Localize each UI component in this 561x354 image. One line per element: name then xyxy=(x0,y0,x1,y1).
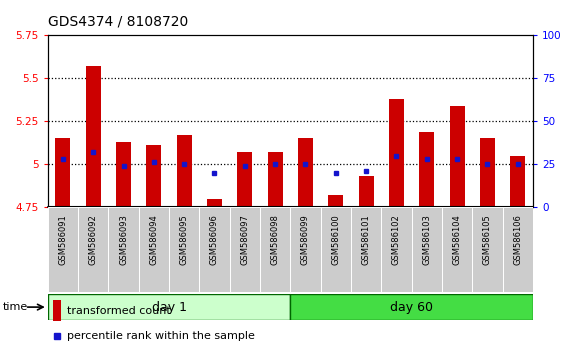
Bar xyxy=(169,207,199,292)
Bar xyxy=(290,207,321,292)
Text: GSM586105: GSM586105 xyxy=(483,214,492,265)
Bar xyxy=(328,195,343,207)
Bar xyxy=(480,138,495,207)
Bar xyxy=(419,132,434,207)
Text: GSM586104: GSM586104 xyxy=(453,214,462,265)
Bar xyxy=(260,207,291,292)
Text: GSM586095: GSM586095 xyxy=(180,214,188,265)
Bar xyxy=(298,138,313,207)
Text: GSM586094: GSM586094 xyxy=(149,214,158,265)
Text: GSM586097: GSM586097 xyxy=(240,214,249,265)
Bar xyxy=(146,145,162,207)
Bar xyxy=(177,135,192,207)
Bar xyxy=(108,207,139,292)
Text: percentile rank within the sample: percentile rank within the sample xyxy=(67,331,255,341)
Text: GSM586096: GSM586096 xyxy=(210,214,219,265)
Text: GSM586102: GSM586102 xyxy=(392,214,401,265)
Text: GSM586101: GSM586101 xyxy=(362,214,371,265)
Bar xyxy=(389,99,404,207)
Text: GSM586098: GSM586098 xyxy=(270,214,279,265)
Bar xyxy=(48,294,291,320)
Text: GDS4374 / 8108720: GDS4374 / 8108720 xyxy=(48,14,188,28)
Bar xyxy=(449,106,465,207)
Bar xyxy=(291,294,533,320)
Text: GSM586103: GSM586103 xyxy=(422,214,431,265)
Bar xyxy=(381,207,412,292)
Bar xyxy=(510,156,525,207)
Bar xyxy=(78,207,108,292)
Bar xyxy=(442,207,472,292)
Bar xyxy=(48,207,78,292)
Bar xyxy=(229,207,260,292)
Bar xyxy=(56,138,71,207)
Bar xyxy=(472,207,503,292)
Bar xyxy=(199,207,229,292)
Bar xyxy=(351,207,381,292)
Bar xyxy=(503,207,533,292)
Text: time: time xyxy=(3,302,28,312)
Bar xyxy=(321,207,351,292)
Text: GSM586099: GSM586099 xyxy=(301,214,310,265)
Bar xyxy=(116,142,131,207)
Text: GSM586100: GSM586100 xyxy=(332,214,341,265)
Text: GSM586106: GSM586106 xyxy=(513,214,522,265)
Text: GSM586093: GSM586093 xyxy=(119,214,128,265)
Text: GSM586091: GSM586091 xyxy=(58,214,67,265)
Bar xyxy=(139,207,169,292)
Bar xyxy=(207,199,222,207)
Text: GSM586092: GSM586092 xyxy=(89,214,98,265)
Bar xyxy=(237,152,252,207)
Bar xyxy=(412,207,442,292)
Bar xyxy=(86,66,101,207)
Bar xyxy=(268,152,283,207)
Bar xyxy=(53,300,61,321)
Text: day 60: day 60 xyxy=(390,301,433,314)
Bar xyxy=(358,176,374,207)
Text: day 1: day 1 xyxy=(151,301,186,314)
Text: transformed count: transformed count xyxy=(67,306,171,316)
